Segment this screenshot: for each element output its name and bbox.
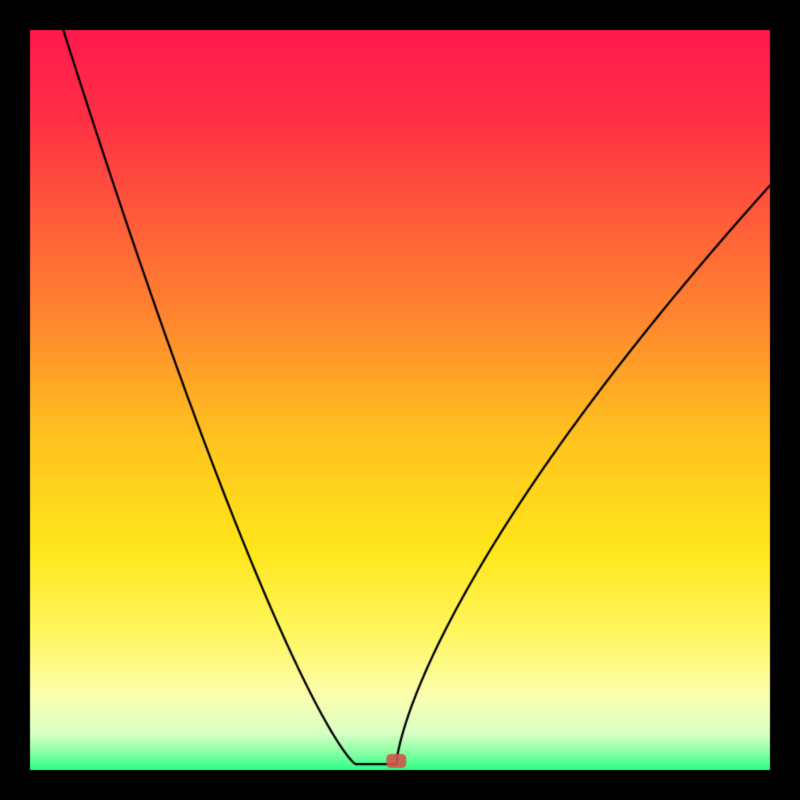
bottleneck-curve-plot	[0, 0, 800, 800]
chart-container: TheBottleneck.com	[0, 0, 800, 800]
